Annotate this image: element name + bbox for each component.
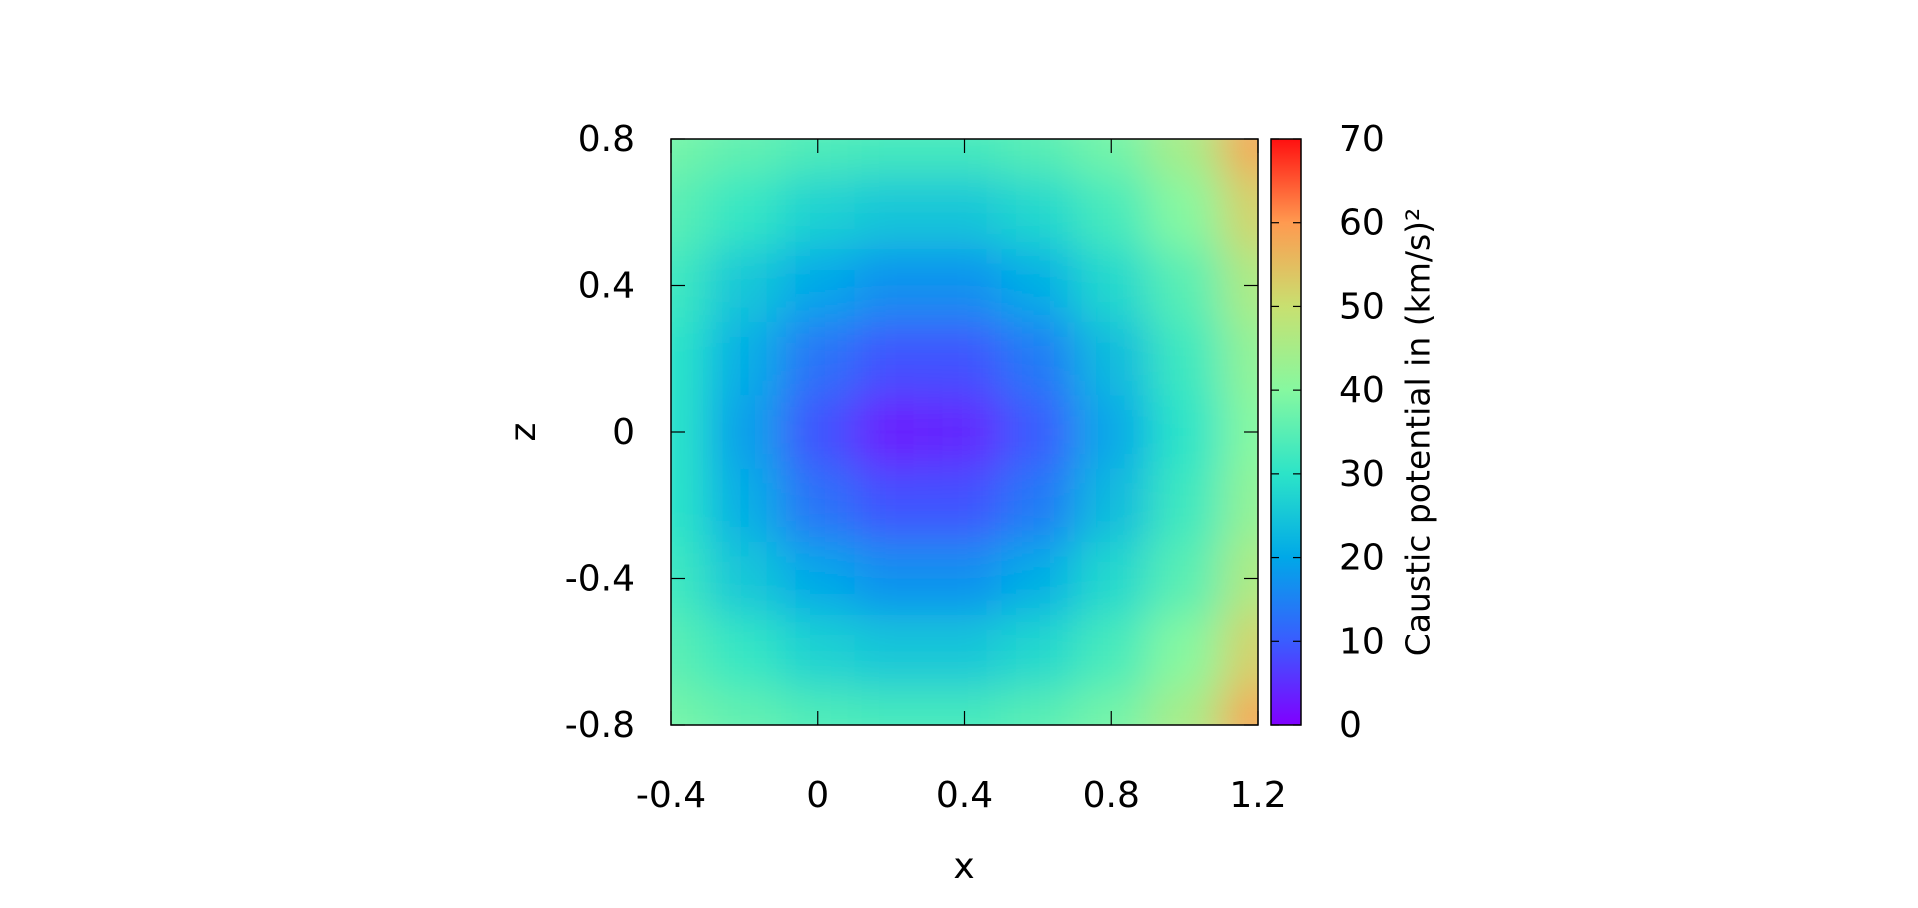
heatmap-cell (854, 688, 929, 725)
heatmap-cell (854, 541, 929, 616)
x-tick-label: -0.4 (636, 775, 706, 816)
heatmap-cell (671, 175, 709, 250)
x-tick-label: 0.8 (1083, 775, 1140, 816)
y-axis-label: z (503, 423, 544, 442)
heatmap-cell (781, 175, 855, 250)
heatmap-cell (854, 322, 929, 396)
heatmap-cell (927, 322, 1002, 396)
heatmap-cell (1221, 139, 1258, 177)
colorbar-tick-label: 40 (1339, 370, 1385, 411)
heatmap-cell (707, 615, 782, 689)
heatmap-cell (1147, 139, 1222, 177)
colorbar-tick-label: 20 (1339, 538, 1385, 579)
x-tick-label: 0 (806, 775, 829, 816)
heatmap-cell (1074, 248, 1149, 323)
heatmap-cell (1147, 468, 1222, 543)
heatmap-cell (1221, 322, 1258, 396)
heatmap-cell (927, 248, 1002, 323)
heatmap-cell (671, 615, 709, 689)
colorbar-tick-label: 30 (1339, 454, 1385, 495)
y-tick-label: -0.4 (565, 559, 635, 600)
heatmap-cell (1074, 615, 1149, 689)
heatmap-cell (854, 395, 929, 470)
colorbar-label: Caustic potential in (km/s)² (1399, 208, 1438, 657)
heatmap-cell (1001, 468, 1076, 543)
heatmap-cell (1147, 541, 1222, 616)
heatmap-cell (1001, 139, 1076, 177)
heatmap-cell (1221, 688, 1258, 725)
heatmap-cell (1147, 615, 1222, 689)
heatmap-cell (1074, 175, 1149, 250)
heatmap-cell (707, 322, 782, 396)
heatmap-cell (1001, 175, 1076, 250)
heatmap-cell (854, 175, 929, 250)
colorbar-tick-label: 0 (1339, 705, 1362, 746)
heatmap-cell (671, 688, 709, 725)
heatmap-cell (707, 248, 782, 323)
colorbar-tick-label: 50 (1339, 286, 1385, 327)
heatmap-cell (707, 395, 782, 470)
heatmap-cell (1147, 322, 1222, 396)
heatmap-cell (781, 248, 855, 323)
heatmap-cell (1147, 688, 1222, 725)
heatmap-cell (927, 541, 1002, 616)
y-tick-label: 0 (612, 412, 635, 453)
heatmap-cell (671, 139, 709, 177)
colorbar-tick-label: 60 (1339, 203, 1385, 244)
heatmap-cell (854, 248, 929, 323)
heatmap-cell (707, 139, 782, 177)
heatmap-cell (781, 395, 855, 470)
y-tick-label: -0.8 (565, 705, 635, 746)
heatmap-cell (1001, 688, 1076, 725)
heatmap-cell (927, 615, 1002, 689)
heatmap-cell (1001, 322, 1076, 396)
colorbar-tick-label: 70 (1339, 119, 1385, 160)
y-tick-label: 0.8 (578, 119, 635, 160)
heatmap-cells (671, 139, 1258, 725)
heatmap-cell (1221, 175, 1258, 250)
y-tick-label: 0.4 (578, 266, 635, 307)
x-axis-label: x (953, 846, 974, 887)
x-tick-label: 0.4 (936, 775, 993, 816)
heatmap-cell (671, 468, 709, 543)
heatmap-cell (1221, 615, 1258, 689)
heatmap-cell (1074, 468, 1149, 543)
heatmap-cell (1074, 541, 1149, 616)
heatmap-cell (707, 175, 782, 250)
heatmap-cell (671, 322, 709, 396)
heatmap-cell (707, 468, 782, 543)
heatmap-cell (781, 322, 855, 396)
heatmap-cell (1001, 248, 1076, 323)
heatmap-cell (1147, 395, 1222, 470)
heatmap-cell (1221, 468, 1258, 543)
heatmap-cell (927, 175, 1002, 250)
heatmap-cell (1074, 322, 1149, 396)
axes: -0.4 0 0.4 0.8 1.2-0.8-0.400.40.801020304050… (565, 119, 1385, 816)
heatmap-cell (1147, 248, 1222, 323)
heatmap-cell (854, 139, 929, 177)
heatmap-cell (854, 468, 929, 543)
colorbar-tick-label: 10 (1339, 621, 1385, 662)
heatmap-cell (1074, 395, 1149, 470)
x-tick-label: 1.2 (1229, 775, 1286, 816)
heatmap-cell (781, 468, 855, 543)
heatmap-cell (707, 688, 782, 725)
heatmap-cell (854, 615, 929, 689)
heatmap-area (671, 139, 1258, 725)
heatmap-cell (781, 615, 855, 689)
heatmap-cell (927, 395, 1002, 470)
heatmap-cell (1001, 615, 1076, 689)
heatmap-cell (1147, 175, 1222, 250)
heatmap-cell (1001, 541, 1076, 616)
heatmap-cell (781, 541, 855, 616)
heatmap-cell (1001, 395, 1076, 470)
heatmap-cell (707, 541, 782, 616)
heatmap-cell (927, 468, 1002, 543)
colorbar (1270, 138, 1302, 726)
